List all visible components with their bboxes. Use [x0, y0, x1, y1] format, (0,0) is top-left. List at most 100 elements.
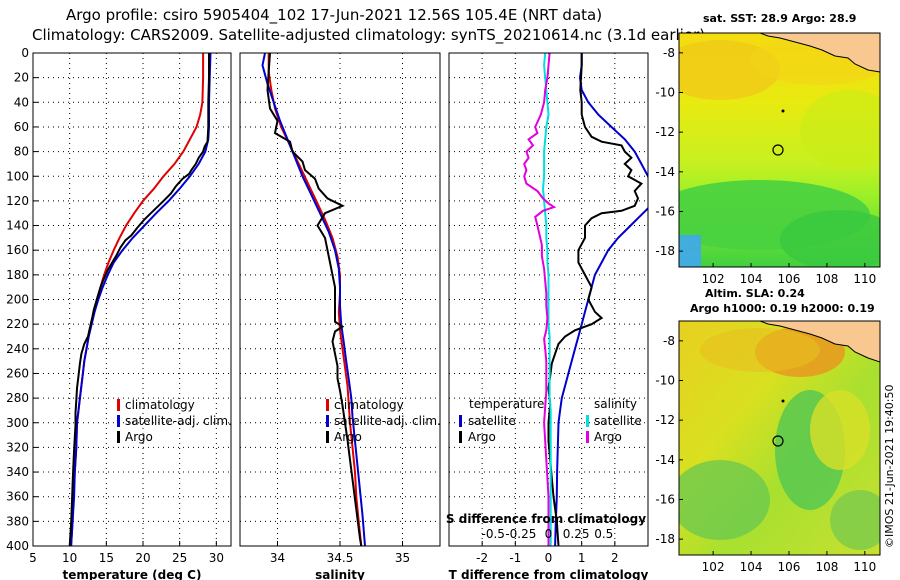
s-tick-label: 0.25	[563, 527, 590, 541]
legend-label: climatology	[125, 398, 195, 412]
legend-swatch	[326, 431, 329, 443]
legend-label: satellite	[468, 414, 516, 428]
y-tick-label: 200	[6, 293, 29, 307]
map-y-tick-label: -16	[655, 492, 675, 506]
legend-swatch	[586, 431, 589, 443]
sla-map-frame	[678, 320, 881, 556]
legend-swatch	[459, 415, 462, 427]
legend-swatch	[117, 399, 120, 411]
sst-mid-patch	[800, 90, 880, 170]
sst-map-frame	[678, 32, 881, 268]
legend-swatch	[326, 415, 329, 427]
legend-label: Argo	[125, 430, 153, 444]
y-tick-label: 240	[6, 342, 29, 356]
x-tick-label: 20	[135, 551, 150, 565]
sst-cold-patch	[679, 235, 701, 267]
sla-low-patch	[830, 490, 880, 550]
legend-swatch	[117, 415, 120, 427]
y-tick-label: 40	[14, 95, 29, 109]
map-x-tick-label: 104	[740, 272, 763, 286]
series-line-satellite-adj-clim-	[261, 53, 366, 546]
sla-map-title: Altim. SLA: 0.24	[705, 287, 805, 300]
island-marker	[781, 109, 785, 113]
legend-title-temperature: temperature	[469, 397, 544, 411]
difference-panel: -2 -1 0 1 2 T difference from climatology S di…	[446, 52, 649, 580]
map-y-tick-label: -18	[655, 244, 675, 258]
x-tick-label: 10	[62, 551, 77, 565]
map-x-tick-label: 102	[702, 560, 725, 574]
series-line-satellite-adj-clim-	[70, 53, 212, 546]
x-axis-label: T difference from climatology	[449, 568, 649, 580]
map-y-tick-label: -12	[655, 413, 675, 427]
legend-label: Argo	[334, 430, 362, 444]
series-line-argo	[68, 53, 210, 546]
y-tick-label: 280	[6, 391, 29, 405]
map-x-tick-label: 106	[778, 272, 801, 286]
sla-low-patch	[679, 460, 770, 540]
y-tick-label: 80	[14, 145, 29, 159]
x-tick-label: 15	[99, 551, 114, 565]
sla-map-subtitle: Argo h1000: 0.19 h2000: 0.19	[690, 302, 875, 315]
argo-location-marker	[772, 144, 784, 156]
legend-label: Argo	[594, 430, 622, 444]
x-tick-label: -1	[509, 551, 521, 565]
legend-label: Argo	[468, 430, 496, 444]
imos-timestamp: ©IMOS 21-Jun-2021 19:40:50	[883, 384, 896, 548]
map-y-tick-label: -10	[655, 85, 675, 99]
island-marker	[781, 399, 785, 403]
y-tick-label: 20	[14, 71, 29, 85]
x-tick-label: 5	[29, 551, 37, 565]
x-tick-label: 25	[172, 551, 187, 565]
x-tick-label: 35	[395, 551, 410, 565]
sla-mid-patch	[810, 390, 870, 470]
sla-high-patch	[700, 328, 820, 372]
x-tick-label: 1	[578, 551, 586, 565]
map-x-tick-label: 102	[702, 272, 725, 286]
figure-title-line1: Argo profile: csiro 5905404_102 17-Jun-2…	[66, 6, 602, 25]
legend-label: satellite	[594, 414, 642, 428]
sst-cool-patch	[780, 210, 880, 267]
x-axis-label: salinity	[315, 568, 365, 580]
y-tick-label: 400	[6, 539, 29, 553]
y-tick-label: 140	[6, 219, 29, 233]
sst-map-title: sat. SST: 28.9 Argo: 28.9	[703, 12, 856, 25]
s-tick-label: 0.5	[594, 527, 613, 541]
s-tick-label: 0	[545, 527, 553, 541]
s-tick-label: -0.5	[482, 527, 505, 541]
figure-title-line2: Climatology: CARS2009. Satellite-adjuste…	[32, 26, 705, 45]
x-tick-label: 2	[611, 551, 619, 565]
y-tick-label: 180	[6, 268, 29, 282]
legend-swatch	[326, 399, 329, 411]
legend-label: satellite-adj. clim.	[125, 414, 232, 428]
map-x-tick-label: 106	[778, 560, 801, 574]
land-coastline	[759, 321, 880, 363]
argo-location-marker	[772, 435, 784, 447]
x-tick-label: 34.5	[327, 551, 354, 565]
legend-swatch	[459, 431, 462, 443]
map-x-tick-label: 108	[815, 272, 838, 286]
y-tick-label: 320	[6, 440, 29, 454]
legend-swatch	[586, 415, 589, 427]
plot-frame	[239, 52, 441, 547]
sla-map-panel: Altim. SLA: 0.24 Argo h1000: 0.19 h2000:…	[655, 287, 881, 574]
y-tick-label: 120	[6, 194, 29, 208]
plot-frame	[448, 52, 649, 547]
x-tick-label: -2	[476, 551, 488, 565]
salinity-panel: 34 34.5 35 salinity climatology satellite-adj…	[239, 52, 441, 580]
legend-label: satellite-adj. clim.	[334, 414, 441, 428]
map-y-tick-label: -8	[663, 46, 675, 60]
legend-title-salinity: salinity	[594, 397, 637, 411]
s-axis-label: S difference from climatology	[446, 512, 646, 526]
map-y-tick-label: -18	[655, 532, 675, 546]
y-tick-label: 0	[21, 46, 29, 60]
map-y-tick-label: -14	[655, 453, 675, 467]
series-line-s-satellite	[541, 53, 552, 546]
x-axis-label: temperature (deg C)	[63, 568, 202, 580]
y-tick-label: 60	[14, 120, 29, 134]
plot-frame	[32, 52, 232, 547]
legend-swatch	[117, 431, 120, 443]
land-coastline	[759, 33, 880, 73]
x-tick-label: 30	[209, 551, 224, 565]
y-tick-label: 360	[6, 490, 29, 504]
map-y-tick-label: -8	[663, 334, 675, 348]
